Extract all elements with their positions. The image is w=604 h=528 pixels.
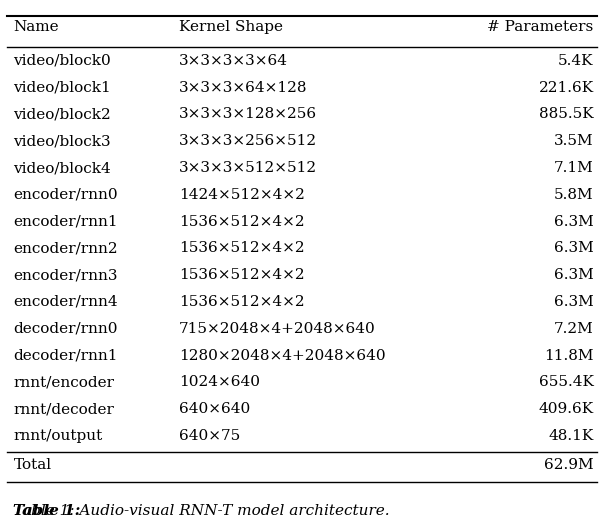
- Text: 48.1K: 48.1K: [548, 429, 594, 443]
- Text: 715×2048×4+2048×640: 715×2048×4+2048×640: [179, 322, 376, 336]
- Text: video/block4: video/block4: [13, 161, 111, 175]
- Text: video/block1: video/block1: [13, 81, 111, 95]
- Text: Total: Total: [13, 458, 51, 473]
- Text: encoder/rnn2: encoder/rnn2: [13, 241, 118, 256]
- Text: 3.5M: 3.5M: [554, 134, 594, 148]
- Text: video/block2: video/block2: [13, 108, 111, 121]
- Text: Table 1: Audio-visual RNN-T model architecture.: Table 1: Audio-visual RNN-T model archit…: [13, 504, 390, 518]
- Text: 409.6K: 409.6K: [539, 402, 594, 416]
- Text: encoder/rnn4: encoder/rnn4: [13, 295, 118, 309]
- Text: 1536×512×4×2: 1536×512×4×2: [179, 241, 304, 256]
- Text: 1424×512×4×2: 1424×512×4×2: [179, 188, 304, 202]
- Text: encoder/rnn0: encoder/rnn0: [13, 188, 118, 202]
- Text: Name: Name: [13, 20, 59, 34]
- Text: decoder/rnn1: decoder/rnn1: [13, 348, 118, 363]
- Text: 640×640: 640×640: [179, 402, 250, 416]
- Text: 5.8M: 5.8M: [554, 188, 594, 202]
- Text: encoder/rnn3: encoder/rnn3: [13, 268, 118, 282]
- Text: 3×3×3×64×128: 3×3×3×64×128: [179, 81, 307, 95]
- Text: 5.4K: 5.4K: [558, 54, 594, 68]
- Text: 1536×512×4×2: 1536×512×4×2: [179, 295, 304, 309]
- Text: 1280×2048×4+2048×640: 1280×2048×4+2048×640: [179, 348, 385, 363]
- Text: 7.1M: 7.1M: [554, 161, 594, 175]
- Text: 3×3×3×128×256: 3×3×3×128×256: [179, 108, 317, 121]
- Text: video/block3: video/block3: [13, 134, 111, 148]
- Text: 655.4K: 655.4K: [539, 375, 594, 389]
- Text: rnnt/output: rnnt/output: [13, 429, 103, 443]
- Text: 1024×640: 1024×640: [179, 375, 260, 389]
- Text: 3×3×3×256×512: 3×3×3×256×512: [179, 134, 317, 148]
- Text: Table 1: Audio-visual RNN-T model architecture.: Table 1: Audio-visual RNN-T model archit…: [13, 504, 390, 518]
- Text: 6.3M: 6.3M: [554, 241, 594, 256]
- Text: # Parameters: # Parameters: [487, 20, 594, 34]
- Text: 6.3M: 6.3M: [554, 214, 594, 229]
- Text: Table 1:: Table 1:: [13, 504, 81, 518]
- Text: rnnt/decoder: rnnt/decoder: [13, 402, 114, 416]
- Text: Kernel Shape: Kernel Shape: [179, 20, 283, 34]
- Text: 6.3M: 6.3M: [554, 295, 594, 309]
- Text: 11.8M: 11.8M: [544, 348, 594, 363]
- Text: 6.3M: 6.3M: [554, 268, 594, 282]
- Text: 3×3×3×3×64: 3×3×3×3×64: [179, 54, 288, 68]
- Text: rnnt/encoder: rnnt/encoder: [13, 375, 114, 389]
- Text: 221.6K: 221.6K: [539, 81, 594, 95]
- Text: 885.5K: 885.5K: [539, 108, 594, 121]
- Text: 62.9M: 62.9M: [544, 458, 594, 473]
- Text: decoder/rnn0: decoder/rnn0: [13, 322, 118, 336]
- Text: 1536×512×4×2: 1536×512×4×2: [179, 214, 304, 229]
- Text: 640×75: 640×75: [179, 429, 240, 443]
- Text: 3×3×3×512×512: 3×3×3×512×512: [179, 161, 317, 175]
- Text: 1536×512×4×2: 1536×512×4×2: [179, 268, 304, 282]
- Text: 7.2M: 7.2M: [554, 322, 594, 336]
- Text: encoder/rnn1: encoder/rnn1: [13, 214, 118, 229]
- Text: video/block0: video/block0: [13, 54, 111, 68]
